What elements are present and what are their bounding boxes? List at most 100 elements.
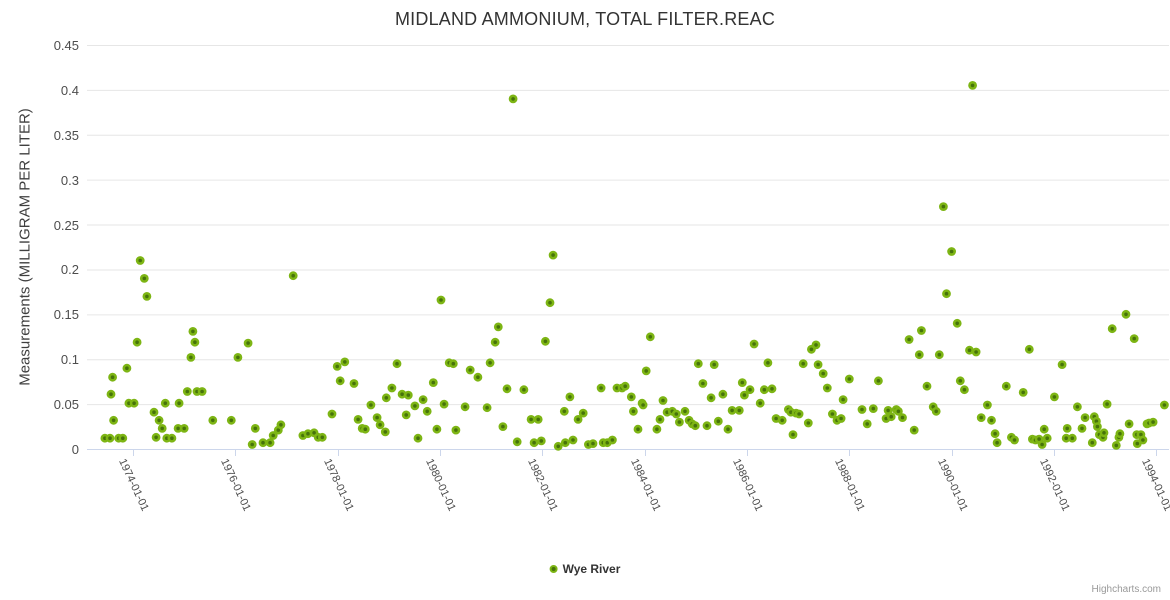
- data-point[interactable]: [813, 360, 823, 369]
- data-point[interactable]: [327, 409, 337, 419]
- data-point[interactable]: [886, 412, 896, 422]
- data-point[interactable]: [652, 424, 662, 434]
- data-point[interactable]: [448, 359, 458, 369]
- data-point[interactable]: [135, 256, 145, 265]
- data-point[interactable]: [186, 352, 196, 362]
- data-point[interactable]: [740, 390, 749, 400]
- data-point[interactable]: [565, 392, 575, 402]
- data-point[interactable]: [745, 385, 755, 395]
- data-point[interactable]: [403, 390, 413, 400]
- data-point[interactable]: [767, 384, 777, 394]
- data-point[interactable]: [828, 409, 837, 419]
- data-point[interactable]: [1115, 429, 1125, 439]
- data-point[interactable]: [1129, 334, 1139, 343]
- data-point[interactable]: [788, 430, 798, 439]
- data-point[interactable]: [727, 405, 737, 415]
- data-point[interactable]: [122, 363, 132, 373]
- data-point[interactable]: [723, 424, 733, 434]
- data-point[interactable]: [777, 415, 787, 425]
- data-point[interactable]: [645, 332, 655, 342]
- data-point[interactable]: [482, 403, 492, 413]
- data-point[interactable]: [317, 432, 327, 442]
- data-point[interactable]: [129, 398, 139, 408]
- data-point[interactable]: [608, 435, 617, 445]
- data-point[interactable]: [349, 379, 359, 388]
- data-point[interactable]: [798, 359, 808, 369]
- data-point[interactable]: [626, 392, 636, 402]
- data-point[interactable]: [1010, 435, 1019, 445]
- data-point[interactable]: [1080, 413, 1090, 422]
- data-point[interactable]: [755, 398, 765, 408]
- data-point[interactable]: [508, 94, 518, 104]
- data-point[interactable]: [898, 413, 907, 422]
- data-point[interactable]: [1124, 419, 1134, 429]
- data-point[interactable]: [1062, 423, 1072, 433]
- data-point[interactable]: [638, 400, 648, 410]
- data-point[interactable]: [596, 383, 606, 393]
- data-point[interactable]: [139, 273, 149, 283]
- data-point[interactable]: [335, 376, 345, 386]
- data-point[interactable]: [942, 289, 951, 299]
- data-point[interactable]: [157, 423, 167, 433]
- data-point[interactable]: [1039, 424, 1049, 434]
- data-point[interactable]: [190, 337, 200, 347]
- data-point[interactable]: [702, 421, 712, 431]
- data-point[interactable]: [914, 350, 924, 360]
- data-point[interactable]: [1121, 309, 1131, 319]
- data-point[interactable]: [418, 395, 428, 404]
- data-point[interactable]: [460, 402, 470, 412]
- data-point[interactable]: [502, 384, 512, 394]
- data-point[interactable]: [931, 406, 941, 416]
- data-point[interactable]: [818, 369, 828, 378]
- data-point[interactable]: [680, 406, 690, 416]
- data-point[interactable]: [675, 417, 684, 427]
- data-point[interactable]: [182, 387, 192, 396]
- data-point[interactable]: [803, 418, 813, 428]
- data-point[interactable]: [512, 437, 522, 447]
- data-point[interactable]: [151, 432, 161, 442]
- data-point[interactable]: [968, 81, 977, 90]
- data-point[interactable]: [1042, 433, 1052, 443]
- data-point[interactable]: [838, 395, 848, 404]
- data-point[interactable]: [109, 415, 118, 425]
- data-point[interactable]: [874, 376, 883, 386]
- data-point[interactable]: [641, 366, 651, 376]
- data-point[interactable]: [132, 337, 142, 347]
- data-point[interactable]: [490, 337, 500, 347]
- data-point[interactable]: [498, 422, 508, 431]
- data-point[interactable]: [573, 414, 583, 424]
- data-point[interactable]: [749, 339, 759, 349]
- data-point[interactable]: [693, 359, 703, 369]
- data-point[interactable]: [428, 378, 438, 387]
- legend-item-wye-river[interactable]: Wye River: [549, 562, 620, 576]
- data-point[interactable]: [883, 405, 893, 415]
- data-point[interactable]: [226, 415, 236, 425]
- data-point[interactable]: [671, 409, 681, 419]
- data-point[interactable]: [197, 387, 207, 396]
- data-point[interactable]: [560, 438, 570, 448]
- data-point[interactable]: [1107, 324, 1117, 334]
- data-point[interactable]: [410, 401, 420, 411]
- data-point[interactable]: [763, 358, 773, 368]
- data-point[interactable]: [568, 435, 578, 445]
- data-point[interactable]: [526, 414, 536, 424]
- data-point[interactable]: [493, 322, 503, 332]
- data-point[interactable]: [1102, 399, 1112, 409]
- data-point[interactable]: [1067, 433, 1077, 443]
- data-point[interactable]: [965, 345, 974, 355]
- data-point[interactable]: [536, 436, 546, 446]
- data-point[interactable]: [519, 385, 529, 395]
- data-point[interactable]: [380, 427, 390, 437]
- data-point[interactable]: [258, 438, 268, 448]
- data-point[interactable]: [533, 414, 543, 424]
- data-point[interactable]: [706, 393, 716, 403]
- data-point[interactable]: [167, 433, 177, 443]
- data-point[interactable]: [983, 400, 992, 410]
- data-point[interactable]: [934, 350, 944, 360]
- data-point[interactable]: [375, 420, 385, 430]
- data-point[interactable]: [633, 424, 643, 434]
- data-point[interactable]: [939, 202, 948, 211]
- data-point[interactable]: [620, 381, 630, 391]
- data-point[interactable]: [529, 438, 539, 448]
- data-point[interactable]: [698, 379, 708, 388]
